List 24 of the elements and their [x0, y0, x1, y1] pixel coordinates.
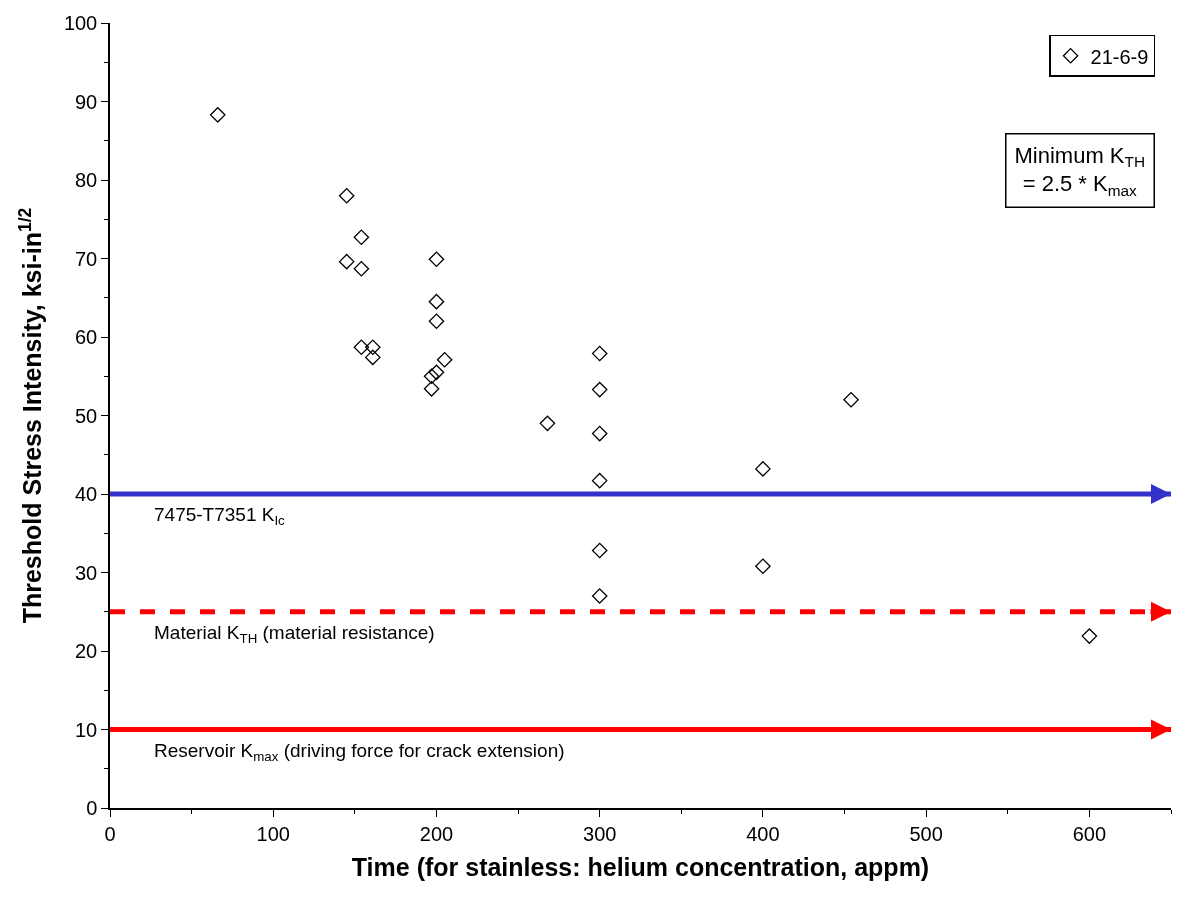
x-tick-label: 200	[419, 822, 454, 845]
y-tick-label: 30	[75, 561, 98, 584]
x-axis-title: Time (for stainless: helium concentration, appm)	[351, 853, 930, 882]
x-tick-label: 100	[256, 822, 290, 845]
y-tick-label: 20	[75, 640, 98, 662]
y-tick-label: 0	[86, 797, 98, 819]
y-tick-label: 70	[75, 247, 98, 270]
x-tick-label: 300	[583, 822, 617, 845]
annotation: Minimum K$_{TH}$ = 2.5 * K$_{max}$	[1014, 142, 1146, 199]
ref-line-label: 7475-T7351 K$_{Ic}$	[154, 504, 286, 528]
y-tick-label: 40	[75, 483, 98, 505]
y-tick-label: 80	[75, 169, 98, 191]
y-tick-label: 50	[75, 404, 98, 427]
ref-line-label: Material K$_{TH}$ (material resistance)	[154, 622, 435, 646]
y-tick-label: 60	[75, 326, 98, 348]
y-tick-label: 10	[75, 718, 98, 741]
x-tick-label: 400	[746, 822, 780, 845]
ref-line-label: Reservoir K$_{max}$ (driving force for crack extension)	[154, 740, 565, 764]
x-tick-label: 0	[104, 822, 116, 845]
y-tick-label: 100	[63, 12, 98, 34]
y-tick-label: 90	[75, 90, 98, 113]
x-tick-label: 600	[1072, 822, 1107, 845]
x-tick-label: 500	[909, 822, 943, 845]
legend-label: 21-6-9	[1090, 45, 1149, 68]
